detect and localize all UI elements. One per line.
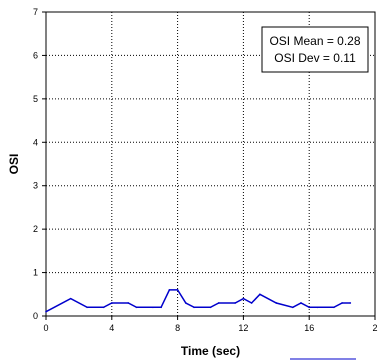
data-point — [185, 302, 187, 304]
stats-annotation-box — [261, 26, 369, 73]
data-point — [250, 302, 253, 304]
series — [45, 289, 352, 313]
y-tick-label: 5 — [33, 94, 38, 104]
data-point — [69, 297, 72, 300]
data-point — [127, 302, 130, 304]
data-point — [242, 297, 245, 300]
y-tick-label: 7 — [33, 7, 38, 17]
x-tick-label: 12 — [238, 323, 248, 333]
data-point — [341, 302, 343, 304]
y-tick-label: 4 — [33, 137, 38, 147]
data-point — [333, 306, 335, 309]
osi-mean-label: OSI Mean = 0.28 — [269, 34, 360, 48]
data-point — [86, 306, 88, 309]
y-tick-label: 6 — [33, 50, 38, 60]
x-tick-label: 0 — [43, 323, 48, 333]
x-axis-title: Time (sec) — [181, 344, 240, 358]
y-tick-label: 3 — [33, 181, 38, 191]
data-point — [234, 302, 236, 304]
data-point — [176, 289, 179, 291]
data-point — [316, 306, 319, 309]
data-point — [217, 302, 220, 304]
x-tick-label: 8 — [175, 323, 180, 333]
data-point — [168, 289, 171, 291]
data-point — [152, 306, 154, 309]
stats-annotation: OSI Mean = 0.28 OSI Dev = 0.11 — [261, 26, 369, 73]
data-point — [193, 306, 195, 309]
data-point — [259, 293, 261, 296]
data-point — [45, 310, 47, 313]
osi-dev-label: OSI Dev = 0.11 — [274, 51, 356, 65]
data-point — [135, 306, 138, 309]
data-point — [308, 306, 311, 309]
data-point — [111, 302, 113, 304]
data-point — [209, 306, 212, 309]
data-point — [102, 306, 105, 309]
y-tick-label: 0 — [33, 311, 38, 321]
data-point — [291, 306, 294, 309]
data-point — [160, 306, 162, 309]
x-tick-label: 4 — [109, 323, 114, 333]
x-tick-label: 16 — [304, 323, 314, 333]
y-tick-label: 1 — [33, 268, 38, 278]
grid — [46, 12, 375, 316]
y-tick-label: 2 — [33, 224, 38, 234]
x-tick-label: 2 — [372, 323, 377, 333]
data-point — [300, 302, 302, 304]
y-axis-title: OSI — [7, 154, 21, 175]
data-point — [275, 302, 278, 304]
data-point — [349, 302, 352, 304]
